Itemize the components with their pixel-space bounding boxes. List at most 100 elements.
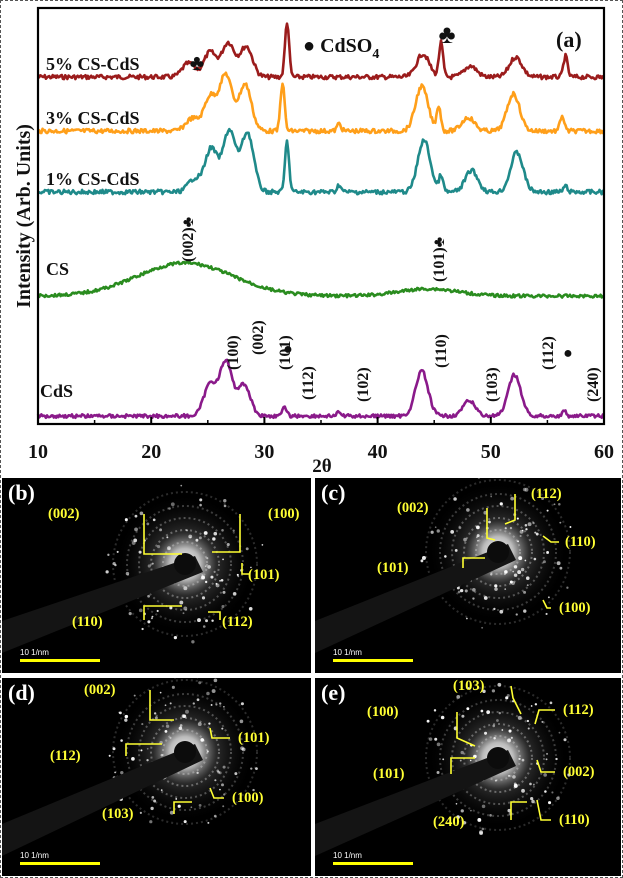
diffraction-spot: [509, 580, 513, 584]
diffraction-spot: [139, 811, 142, 814]
diffraction-spot: [524, 487, 529, 492]
diffraction-spot: [147, 564, 151, 568]
cds-peak-label-6: (103): [484, 367, 501, 402]
diffraction-spot: [198, 536, 202, 540]
ring-index-label: (100): [367, 704, 399, 720]
ring-leader-line: [536, 799, 551, 821]
diffraction-spot: [211, 619, 214, 622]
diffraction-spot: [481, 804, 486, 809]
series-cs-label: CS: [46, 259, 69, 279]
diffraction-spot: [458, 526, 462, 530]
diffraction-spot: [567, 773, 571, 777]
cds-peak-label-3: (112): [300, 366, 317, 400]
diffraction-spot: [131, 756, 135, 761]
diffraction-spot: [139, 511, 144, 516]
diffraction-spot: [516, 517, 519, 520]
ring-leader-line: [510, 801, 527, 820]
diffraction-spot: [428, 737, 433, 741]
diffraction-spot: [234, 772, 238, 776]
diffraction-spot: [250, 566, 252, 569]
diffraction-spot: [460, 750, 464, 755]
xrd-chart: 5% CS-CdS 3% CS-CdS 1% CS-CdS CS CdS 10 20 30 4…: [13, 6, 614, 477]
ring-index-label: (002): [563, 764, 595, 780]
diffraction-spot: [434, 737, 438, 741]
diffraction-spot: [222, 765, 226, 769]
diffraction-spot: [531, 799, 535, 804]
diffraction-spot: [197, 618, 201, 623]
diffraction-spot: [164, 729, 168, 733]
diffraction-spot: [543, 773, 547, 777]
diffraction-spot: [221, 605, 225, 609]
diffraction-spot: [492, 724, 496, 728]
diffraction-spot: [252, 788, 255, 792]
diffraction-spot: [460, 809, 464, 813]
beam-stop: [315, 544, 516, 653]
diffraction-spot: [481, 827, 485, 831]
series-cds-line: [36, 358, 605, 420]
diffraction-spot: [517, 715, 522, 720]
ring-index-label: (002): [397, 500, 429, 516]
diffraction-spot: [138, 550, 142, 554]
diffraction-spot: [173, 636, 177, 640]
scale-bar: [20, 862, 100, 865]
y-axis-label: Intensity (Arb. Units): [13, 124, 35, 308]
annotation-layer: ♣ ♣ ● CdSO4 (002)♣ (101)♣ (100) (002) (101) (112…: [180, 20, 602, 402]
diffraction-ring: [425, 685, 571, 831]
series-cs-line: [36, 260, 606, 299]
ring-index-label: (112): [563, 702, 594, 718]
diffraction-spot: [544, 790, 547, 793]
diffraction-spot: [457, 590, 461, 594]
ring-index-label: (101): [377, 560, 409, 576]
diffraction-spot: [221, 783, 224, 787]
axis-layer: 10 20 30 40 50 60 2θ Intensity (Arb. Units) (a): [13, 6, 614, 477]
diffraction-spot: [222, 805, 225, 808]
diffraction-spot: [180, 484, 183, 487]
diffraction-spot: [207, 821, 210, 824]
diffraction-spot: [486, 710, 491, 715]
ring-index-label: (002): [48, 506, 80, 522]
diffraction-spot: [509, 526, 513, 530]
cds-peak-label-4: (102): [355, 367, 372, 402]
diffraction-spot: [223, 498, 227, 503]
diffraction-spot: [532, 783, 535, 786]
diffraction-spot: [120, 739, 123, 742]
diffraction-spot: [506, 693, 510, 698]
diffraction-spot: [222, 590, 226, 594]
diffraction-spot: [183, 606, 188, 611]
diffraction-spot: [175, 798, 178, 800]
ring-index-label: (112): [50, 748, 81, 764]
diffraction-spot: [138, 608, 143, 613]
diffraction-spot: [152, 518, 156, 522]
scale-bar: [333, 659, 413, 662]
diffraction-spot: [499, 502, 503, 506]
diffraction-spot: [236, 573, 239, 576]
diffraction-spot: [440, 715, 445, 720]
diffraction-spot: [494, 584, 498, 588]
diffraction-spot: [215, 583, 220, 588]
ring-leader-line: [209, 727, 230, 739]
diffraction-spot: [124, 518, 128, 522]
cds-peak-label-2: (101): [277, 335, 294, 370]
diffraction-spot: [558, 503, 561, 506]
diffraction-spot: [151, 562, 154, 565]
diffraction-spot: [548, 801, 552, 805]
beam-stop: [2, 556, 203, 653]
diffraction-spot: [223, 705, 225, 708]
diffraction-spot: [512, 570, 514, 573]
diffraction-ring: [138, 705, 232, 799]
diffraction-spot: [179, 600, 184, 605]
diffraction-ring: [126, 505, 244, 623]
diffraction-spot: [197, 722, 202, 727]
diffraction-spot: [116, 550, 119, 553]
diffraction-spot: [248, 794, 251, 797]
diffraction-spot: [183, 586, 188, 591]
diffraction-spot: [219, 702, 222, 705]
diffraction-spot: [124, 714, 129, 719]
club-5pct-right: ♣: [438, 20, 455, 49]
diffraction-spot: [213, 570, 216, 573]
x-tick-label-40: 40: [368, 441, 388, 463]
diffraction-spot: [105, 570, 109, 574]
diffraction-spot: [206, 557, 209, 560]
diffraction-spot: [545, 612, 548, 615]
x-tick-label-50: 50: [481, 441, 501, 463]
